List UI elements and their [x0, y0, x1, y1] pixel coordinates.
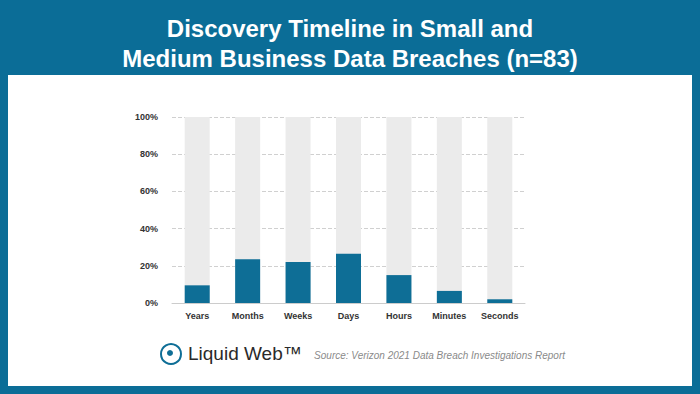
svg-text:Discovery Timeline in Small an: Discovery Timeline in Small and	[167, 15, 533, 42]
svg-text:Years: Years	[185, 311, 209, 321]
svg-text:Minutes: Minutes	[432, 311, 466, 321]
svg-text:Days: Days	[338, 311, 360, 321]
svg-text:80%: 80%	[140, 149, 158, 159]
svg-text:20%: 20%	[140, 261, 158, 271]
svg-text:Liquid Web™: Liquid Web™	[188, 343, 302, 364]
svg-text:40%: 40%	[140, 224, 158, 234]
svg-text:60%: 60%	[140, 186, 158, 196]
svg-text:Medium Business Data Breaches: Medium Business Data Breaches (n=83)	[122, 45, 578, 72]
svg-text:Months: Months	[232, 311, 264, 321]
svg-text:Source: Verizon 2021 Data Brea: Source: Verizon 2021 Data Breach Investi…	[314, 350, 566, 361]
svg-text:100%: 100%	[135, 112, 158, 122]
svg-text:Weeks: Weeks	[284, 311, 312, 321]
svg-text:Hours: Hours	[386, 311, 412, 321]
svg-text:Seconds: Seconds	[481, 311, 519, 321]
svg-text:0%: 0%	[145, 298, 158, 308]
